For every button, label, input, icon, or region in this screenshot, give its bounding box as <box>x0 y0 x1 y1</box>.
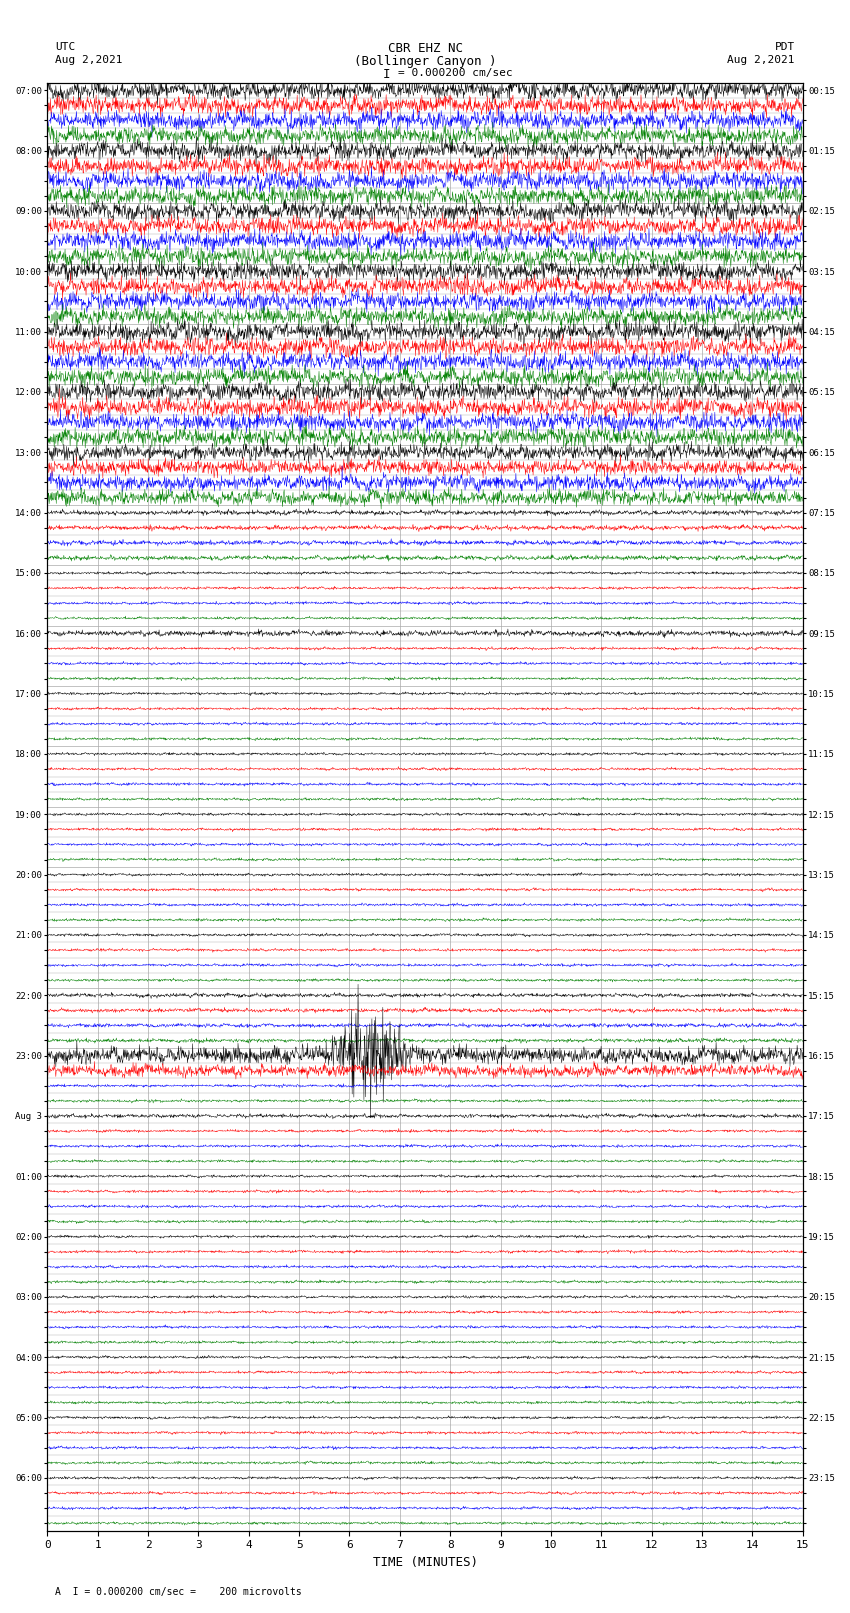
Text: (Bollinger Canyon ): (Bollinger Canyon ) <box>354 55 496 68</box>
Text: = 0.000200 cm/sec: = 0.000200 cm/sec <box>398 68 513 77</box>
Text: A  I = 0.000200 cm/sec =    200 microvolts: A I = 0.000200 cm/sec = 200 microvolts <box>55 1587 302 1597</box>
Text: UTC: UTC <box>55 42 76 52</box>
Text: I: I <box>383 68 390 81</box>
Text: CBR EHZ NC: CBR EHZ NC <box>388 42 462 55</box>
X-axis label: TIME (MINUTES): TIME (MINUTES) <box>372 1557 478 1569</box>
Text: PDT: PDT <box>774 42 795 52</box>
Text: Aug 2,2021: Aug 2,2021 <box>55 55 122 65</box>
Text: Aug 2,2021: Aug 2,2021 <box>728 55 795 65</box>
